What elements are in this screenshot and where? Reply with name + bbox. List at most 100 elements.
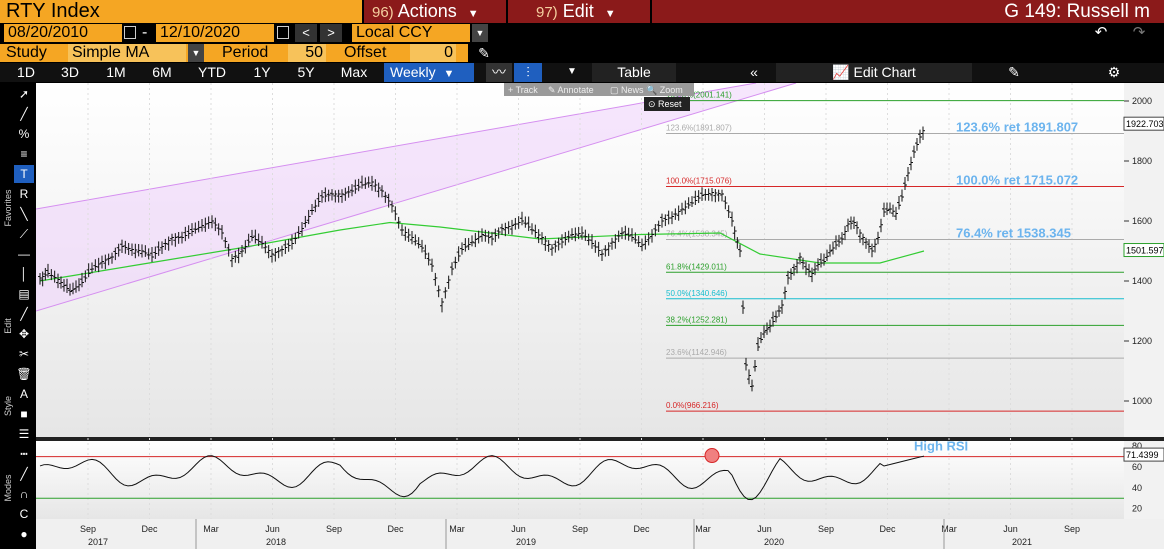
text-tool-icon[interactable]: T (14, 165, 34, 183)
ohlc-bar (450, 262, 454, 276)
hline-icon[interactable]: — (18, 247, 30, 261)
font-icon[interactable]: A (19, 387, 28, 401)
edit-menu[interactable]: 97) Edit ▼ (508, 0, 650, 23)
chart-type-dropdown[interactable]: ▼ (567, 66, 577, 77)
range-ytd-button[interactable]: YTD (190, 63, 234, 82)
ohlc-bar (250, 229, 254, 242)
end-date-input[interactable]: 12/10/2020 (156, 24, 274, 42)
move-icon[interactable]: ✥ (18, 327, 30, 341)
start-date-value: 08/20/2010 (8, 24, 89, 41)
range-ytd-label: YTD (198, 64, 226, 80)
line-chart-icon[interactable]: 〰 (486, 63, 512, 82)
magnet-icon[interactable]: ∩ (19, 487, 29, 501)
ray-icon[interactable]: ╱ (20, 307, 28, 321)
redo-icon[interactable]: ↷ (1132, 24, 1146, 41)
currency-select[interactable]: Local CCY (352, 24, 470, 42)
zoom-button[interactable]: 🔍 Zoom (646, 84, 683, 95)
vline-icon[interactable]: │ (20, 267, 28, 281)
start-date-input[interactable]: 08/20/2010 (4, 24, 122, 42)
x-tick-label: Sep (572, 524, 588, 534)
cursor-icon[interactable]: ➚ (18, 87, 30, 101)
rsi-tick-label: 80 (1132, 441, 1142, 451)
range-1m-button[interactable]: 1M (96, 63, 136, 82)
next-arrow-button[interactable]: > (320, 24, 342, 42)
ohlc-bar (240, 244, 244, 258)
range-3d-button[interactable]: 3D (52, 63, 88, 82)
pane-separator (36, 437, 1164, 441)
gear-icon[interactable]: ⚙ (1107, 64, 1121, 80)
ohlc-bar (683, 200, 688, 215)
study-select[interactable]: Simple MA (68, 44, 186, 62)
pencil-icon[interactable]: ✎ (478, 45, 490, 61)
line-width-icon[interactable]: ☰ (18, 427, 30, 441)
range-5y-button[interactable]: 5Y (288, 63, 324, 82)
ohlc-bar (798, 252, 802, 265)
cycle-icon[interactable]: C (19, 507, 29, 521)
interval-select[interactable]: Weekly ▼ (384, 63, 474, 82)
ohlc-bar (313, 199, 318, 213)
fill-icon[interactable]: ■ (20, 407, 28, 421)
ohlc-bar (636, 235, 641, 248)
currency-dropdown-button[interactable]: ▼ (472, 24, 488, 42)
ohlc-bar (765, 322, 769, 335)
range-6m-button[interactable]: 6M (142, 63, 182, 82)
edit-chart-button[interactable]: 📈 Edit Chart (776, 63, 972, 82)
ohlc-bar (366, 176, 371, 188)
reset-button[interactable]: ⊙ Reset (648, 99, 682, 109)
ohlc-bar (566, 230, 571, 243)
ohlc-bar (173, 233, 178, 247)
bar-chart-icon[interactable]: ⫶ (514, 63, 542, 82)
delete-icon[interactable]: 🗑 (16, 367, 32, 381)
annotate-button[interactable]: ✎ Annotate (548, 85, 594, 95)
ohlc-bar (65, 278, 69, 293)
trendline-icon[interactable]: ╲ (20, 207, 28, 221)
ohlc-bar (130, 243, 134, 256)
x-tick-label: Sep (326, 524, 342, 534)
drawing-edit-icon[interactable]: ✎ (1008, 64, 1020, 80)
fib-level-label: 100.0%(1715.076) (666, 176, 732, 185)
offset-input[interactable]: 0 (410, 44, 456, 62)
palette-icon[interactable]: ● (20, 527, 28, 541)
line-draw-icon[interactable]: ╱ (20, 107, 28, 121)
calendar-icon[interactable] (124, 26, 136, 39)
rsi-last-tag (1123, 447, 1164, 462)
undo-icon[interactable]: ↶ (1094, 24, 1108, 41)
range-max-button[interactable]: Max (332, 63, 376, 82)
prev-arrow-button[interactable]: < (295, 24, 317, 42)
fib-icon[interactable]: ≡ (20, 147, 28, 161)
channel-icon[interactable]: ⟋ (19, 227, 29, 241)
ohlc-bar (556, 237, 561, 251)
ohlc-bar (747, 369, 751, 385)
pattern-icon[interactable]: ▤ (18, 287, 30, 301)
percent-icon[interactable]: % (18, 127, 30, 141)
actions-menu[interactable]: 96) Actions ▼ (364, 0, 506, 23)
edit-chart-icon: 📈 (832, 64, 850, 80)
ohlc-bar (71, 282, 75, 295)
calendar-icon[interactable] (277, 26, 289, 39)
table-label: Table (617, 64, 651, 80)
retracement-icon[interactable]: R (19, 187, 29, 201)
ohlc-bar (653, 224, 658, 237)
ohlc-bar (730, 211, 734, 227)
chart-area[interactable]: 123.6%(1891.807)100.0%(1715.076)76.4%(15… (36, 83, 1164, 549)
table-button[interactable]: Table (592, 63, 676, 82)
range-1d-button[interactable]: 1D (8, 63, 44, 82)
ohlc-bar (436, 285, 441, 298)
ma-value-label: 1501.597 (1126, 246, 1164, 256)
ohlc-bar (900, 189, 904, 202)
ohlc-bar (77, 278, 81, 292)
ohlc-bar (903, 177, 907, 191)
period-input[interactable]: 50 (288, 44, 326, 62)
ohlc-bar (68, 283, 72, 296)
scissors-icon[interactable]: ✂ (18, 347, 30, 361)
collapse-icon[interactable]: « (750, 64, 758, 80)
ticker-box[interactable]: RTY Index (0, 0, 362, 23)
ohlc-bar (476, 230, 481, 244)
news-button[interactable]: ▢ News (610, 85, 644, 95)
line-style-icon[interactable]: ┅ (20, 447, 28, 461)
ohlc-bar (59, 276, 63, 289)
track-button[interactable]: + Track (508, 85, 538, 95)
range-1y-button[interactable]: 1Y (244, 63, 280, 82)
crosshair-icon[interactable]: ╱ (20, 467, 28, 481)
study-dropdown-button[interactable]: ▼ (188, 44, 204, 62)
